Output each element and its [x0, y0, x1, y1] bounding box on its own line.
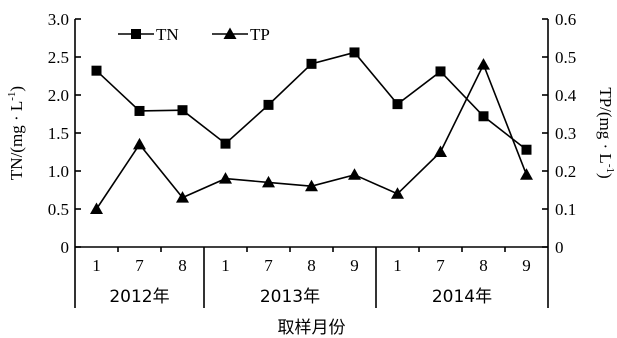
data-point-tp — [219, 172, 232, 184]
y-title-tail: ) — [596, 173, 615, 179]
y-left-tick-label: 2.5 — [48, 48, 69, 67]
y-right-tick-label: 0.3 — [555, 124, 576, 143]
data-point-tn — [91, 65, 102, 76]
x-tick-label: 8 — [307, 256, 316, 275]
data-point-tn — [521, 144, 532, 155]
y-right-tick-label: 0.6 — [555, 10, 576, 29]
data-point-tn — [134, 105, 145, 116]
data-point-tp — [133, 137, 146, 150]
y-title-tail: ) — [7, 86, 26, 92]
data-point-tp — [176, 191, 189, 203]
data-point-tn — [478, 111, 489, 122]
x-tick-label: 1 — [393, 256, 402, 275]
data-point-tp — [434, 145, 447, 157]
y-title-superscript: -1 — [604, 164, 616, 173]
data-point-tp — [348, 168, 361, 180]
x-tick-label: 8 — [178, 256, 187, 275]
y-right-tick-label: 0.4 — [555, 86, 577, 105]
data-point-tp — [90, 202, 103, 214]
data-point-tn — [435, 66, 446, 77]
data-point-tn — [177, 105, 188, 116]
group-label: 2013年 — [260, 287, 320, 307]
series-layer — [90, 47, 533, 214]
x-tick-label: 7 — [135, 256, 144, 275]
data-point-tp — [391, 187, 404, 199]
legend-marker-square — [131, 29, 141, 39]
series-tn — [91, 47, 532, 155]
data-point-tp — [262, 175, 275, 188]
x-tick-label: 1 — [221, 256, 230, 275]
x-tick-label: 1 — [92, 256, 101, 275]
y-right-tick-label: 0.1 — [555, 200, 576, 219]
legend-marker-triangle — [223, 27, 237, 39]
data-point-tn — [263, 99, 274, 110]
y-left-tick-label: 0.5 — [48, 200, 69, 219]
data-point-tp — [477, 58, 490, 70]
legend-label: TN — [156, 25, 179, 44]
series-tp — [90, 58, 533, 214]
legend-item-tp: TP — [212, 25, 270, 44]
y-axis-right-title: TP/(mg · L-1) — [596, 87, 616, 178]
legend: TN TP — [118, 25, 270, 44]
x-tick-label: 7 — [436, 256, 445, 275]
y-axis-left-title: TN/(mg · L-1) — [6, 86, 26, 180]
data-point-tn — [220, 138, 231, 149]
y-left-tick-label: 0 — [61, 238, 70, 257]
x-tick-label: 7 — [264, 256, 273, 275]
y-title-superscript: -1 — [6, 92, 18, 101]
y-left-tick-label: 1.0 — [48, 162, 69, 181]
y-left-tick-label: 2.0 — [48, 86, 69, 105]
data-point-tp — [520, 168, 533, 180]
x-tick-label: 9 — [350, 256, 359, 275]
x-tick-label: 8 — [479, 256, 488, 275]
x-axis-title: 取样月份 — [278, 318, 346, 338]
y-title-main: TP/(mg · L — [596, 87, 615, 164]
y-right-tick-label: 0.2 — [555, 162, 576, 181]
y-title-main: TN/(mg · L — [7, 101, 26, 180]
y-left-tick-label: 1.5 — [48, 124, 69, 143]
y-left-tick-label: 3.0 — [48, 10, 69, 29]
data-point-tn — [392, 99, 403, 110]
group-label: 2012年 — [109, 287, 169, 307]
data-point-tn — [306, 58, 317, 69]
data-point-tp — [305, 179, 318, 192]
axes: 0 0.5 1.0 1.5 2.0 2.5 3.0 0 0.1 0.2 0.3 0.4 0.5 0.6 1 7… — [48, 10, 577, 308]
y-right-tick-label: 0 — [555, 238, 564, 257]
data-point-tn — [349, 47, 360, 58]
legend-label: TP — [250, 25, 270, 44]
group-label: 2014年 — [432, 287, 492, 307]
y-right-tick-label: 0.5 — [555, 48, 576, 67]
legend-item-tn: TN — [118, 25, 179, 44]
x-tick-label: 9 — [522, 256, 531, 275]
